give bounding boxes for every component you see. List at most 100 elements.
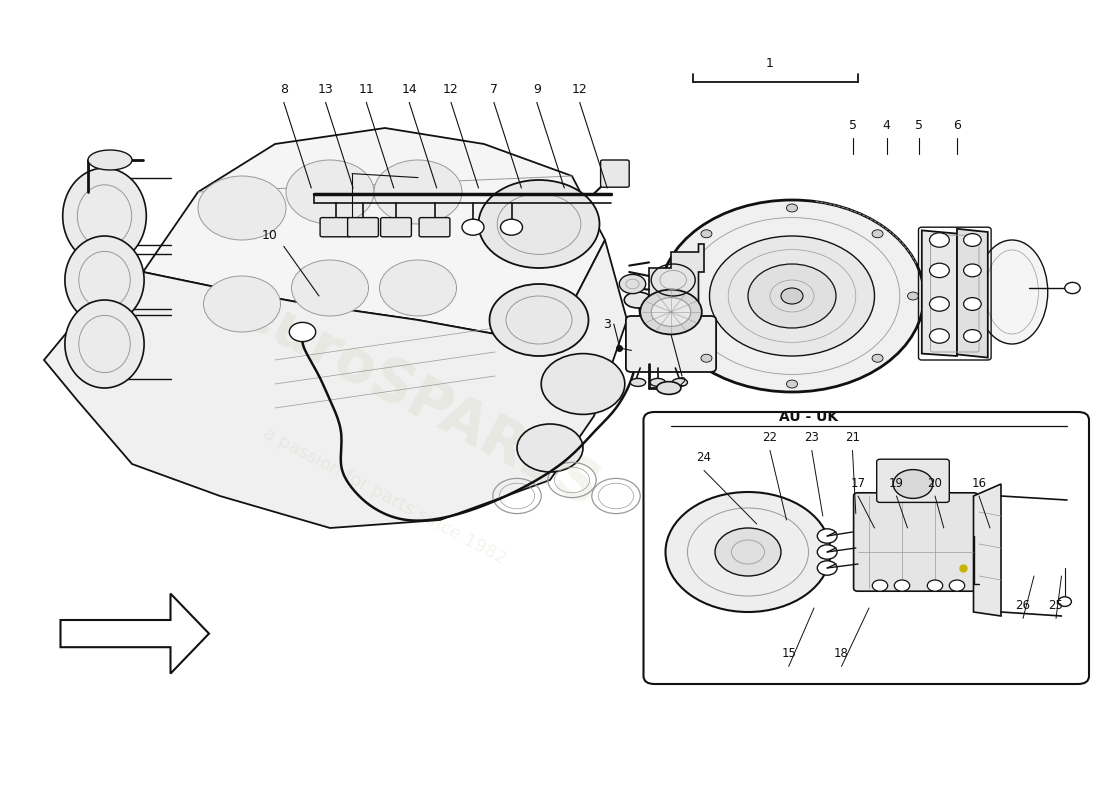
Circle shape [701,354,712,362]
Circle shape [786,380,798,388]
Text: 10: 10 [262,229,277,242]
Circle shape [651,298,691,326]
Circle shape [964,234,981,246]
Circle shape [964,330,981,342]
Circle shape [964,298,981,310]
Polygon shape [649,244,704,312]
Text: 12: 12 [572,83,587,96]
Text: 18: 18 [834,647,849,660]
Polygon shape [974,484,1001,616]
Circle shape [701,230,712,238]
FancyBboxPatch shape [601,160,629,187]
Text: 1: 1 [766,58,774,70]
Circle shape [666,492,830,612]
Circle shape [292,260,368,316]
Polygon shape [957,229,988,358]
Text: 16: 16 [971,477,987,490]
Circle shape [715,528,781,576]
Ellipse shape [630,378,646,386]
Text: AU - UK: AU - UK [779,410,838,424]
Circle shape [640,290,702,334]
Circle shape [817,545,837,559]
FancyBboxPatch shape [381,218,411,237]
Text: 7: 7 [490,83,498,96]
Text: 9: 9 [532,83,541,96]
Circle shape [619,274,646,294]
Text: 17: 17 [850,477,866,490]
Circle shape [817,529,837,543]
Text: 13: 13 [318,83,333,96]
FancyBboxPatch shape [320,218,351,237]
Ellipse shape [63,168,146,264]
Circle shape [930,329,949,343]
Ellipse shape [65,236,144,324]
Circle shape [379,260,456,316]
Circle shape [894,580,910,591]
FancyBboxPatch shape [626,316,716,372]
Text: 23: 23 [804,431,820,444]
Text: 6: 6 [953,119,961,132]
Circle shape [930,233,949,247]
Text: 4: 4 [882,119,891,132]
Circle shape [198,176,286,240]
Circle shape [500,219,522,235]
Text: 15: 15 [781,647,796,660]
Circle shape [1065,282,1080,294]
Circle shape [490,284,588,356]
Text: 20: 20 [927,477,943,490]
FancyBboxPatch shape [419,218,450,237]
Text: 21: 21 [845,431,860,444]
Circle shape [872,354,883,362]
Circle shape [710,236,874,356]
FancyBboxPatch shape [348,218,378,237]
Text: 5: 5 [914,119,923,132]
Polygon shape [922,230,957,356]
Circle shape [927,580,943,591]
Ellipse shape [625,292,651,308]
Polygon shape [110,128,605,336]
Text: 2: 2 [678,376,686,389]
FancyBboxPatch shape [854,493,978,591]
Circle shape [517,424,583,472]
Circle shape [541,354,625,414]
Circle shape [872,230,883,238]
Ellipse shape [657,382,681,394]
FancyBboxPatch shape [877,459,949,502]
Text: a passion for parts since 1982: a passion for parts since 1982 [261,424,509,568]
Circle shape [964,264,981,277]
Circle shape [786,204,798,212]
Circle shape [666,292,676,300]
Circle shape [204,276,280,332]
Circle shape [781,288,803,304]
Circle shape [286,160,374,224]
Text: 22: 22 [762,431,778,444]
Text: 11: 11 [359,83,374,96]
Text: 24: 24 [696,451,712,464]
Circle shape [817,561,837,575]
Circle shape [893,470,933,498]
Circle shape [478,180,600,268]
Text: 14: 14 [402,83,417,96]
Text: 8: 8 [279,83,288,96]
Ellipse shape [650,378,666,386]
Circle shape [660,200,924,392]
Text: 25: 25 [1048,599,1064,612]
Ellipse shape [977,240,1047,344]
Circle shape [289,322,316,342]
Ellipse shape [65,300,144,388]
Text: 12: 12 [443,83,459,96]
Circle shape [949,580,965,591]
Ellipse shape [672,378,688,386]
Circle shape [462,219,484,235]
Circle shape [1058,597,1071,606]
Text: 3: 3 [603,318,611,330]
Ellipse shape [88,150,132,170]
Text: 5: 5 [848,119,857,132]
Circle shape [374,160,462,224]
Polygon shape [60,594,209,674]
Polygon shape [44,240,627,528]
Text: 26: 26 [1015,599,1031,612]
Text: euroSPARES: euroSPARES [228,281,608,519]
FancyBboxPatch shape [644,412,1089,684]
Circle shape [872,580,888,591]
